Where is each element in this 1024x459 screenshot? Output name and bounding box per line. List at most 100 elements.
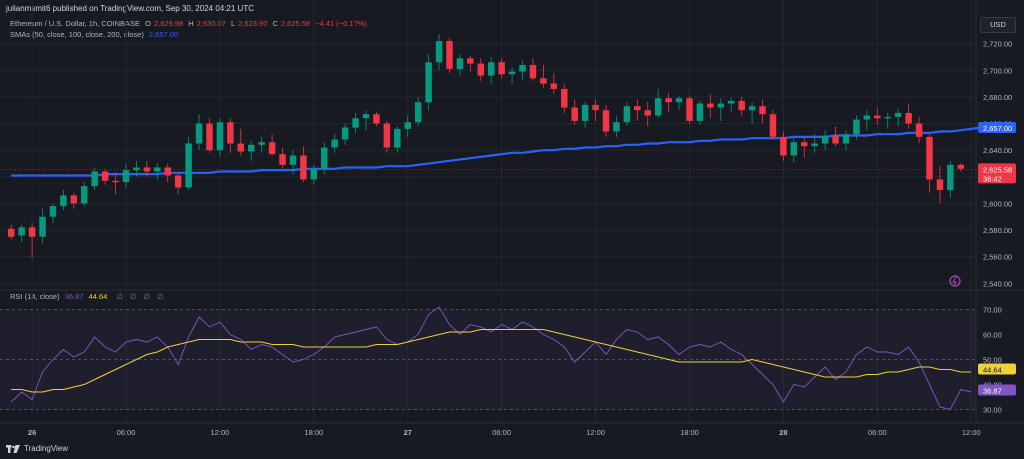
candle-body [341,127,349,140]
time-tick-label: 27 [404,428,412,437]
rsi-ma-badge-text: 44.64 [983,366,1002,375]
candle [571,99,578,125]
candle-body [936,179,944,191]
price-tick-label: 2,540.00 [983,279,1012,288]
candle-body [894,112,902,117]
candle-body [237,143,245,152]
time-tick-label: 12:00 [962,428,981,437]
sma-line [11,126,982,177]
rsi-tick-label: 30.00 [983,406,1002,415]
candle [373,111,380,127]
candle [81,182,88,207]
candle [477,58,485,81]
candle [853,115,860,140]
lightning-icon[interactable] [949,275,961,287]
candle [49,203,57,224]
time-tick-label: 06:00 [868,428,887,437]
candle-body [592,104,599,111]
candle-body [842,134,850,144]
hidden-icon[interactable]: ∅ [130,292,137,301]
candle-body [362,114,370,119]
candle-body [748,106,756,111]
candle [508,67,516,84]
symbol-label: Ethereum / U.S. Dollar, 1h, COINBASE [10,19,141,28]
candle [7,224,15,240]
candle-body [863,115,871,120]
candle [561,83,568,113]
candle-body [477,63,485,76]
candle-body [519,64,526,72]
candle-body [268,142,276,155]
candle-body [456,58,464,69]
candle-body [571,107,578,121]
candle [842,130,850,151]
open-value: 2,629.98 [154,19,184,28]
candle [874,107,881,125]
candle [206,118,213,153]
rsi-label: RSI (14, close) [10,292,60,301]
candle-body [133,167,140,171]
candle [310,164,318,185]
hidden-icon[interactable]: ∅ [116,292,123,301]
sma-price-badge-text: 2,657.00 [983,124,1012,133]
candle-body [780,136,787,156]
candle-body [289,155,297,165]
candle-body [634,106,641,111]
candle [727,96,735,112]
candle-body [383,123,391,148]
candle-body [790,142,798,156]
hidden-icon[interactable]: ∅ [157,292,164,301]
candle [696,100,704,125]
candle [936,166,944,204]
candle [174,172,182,195]
sma-label: SMAs (50, close, 100, close, 200, close) [10,30,144,39]
candle [675,95,683,111]
candle-body [581,104,589,121]
rsi-ma-badge: 44.64 [978,363,1016,375]
candle-body [508,71,516,75]
candle [133,160,140,177]
close-label: C [272,19,278,28]
candle-body [122,170,130,183]
rsi-layer [10,306,972,411]
candle [550,72,558,95]
candle [185,136,192,191]
rsi-ma-line [11,329,972,393]
rsi-visibility-icons[interactable]: ∅ ∅ ∅ ∅ [112,292,166,301]
sma-price-badge-bg [978,122,1016,134]
candle [623,102,631,127]
candle-body [905,112,912,124]
candle-body [321,147,328,169]
candle-body [91,171,98,187]
candle-body [540,78,547,84]
candle [602,104,610,137]
candle-body [143,167,151,172]
candle [748,102,756,124]
candle-body [373,114,380,124]
candle-body [727,100,735,104]
candle-body [529,64,537,79]
candle [613,115,620,137]
price-legend: Ethereum / U.S. Dollar, 1h, COINBASE O 2,… [10,19,370,28]
candle [863,110,871,131]
candle-body [686,98,693,121]
rsi-line [10,306,972,411]
candle [665,92,672,112]
candle-body [884,116,891,119]
candle-body [665,98,672,103]
currency-button[interactable]: USD [980,17,1016,33]
candle-body [717,103,725,108]
candle [425,54,432,111]
time-tick-label: 12:00 [586,428,605,437]
candle [258,136,265,153]
candle [195,114,203,151]
candle [247,140,255,161]
candle-body [206,123,213,151]
time-tick-label: 28 [779,428,787,437]
candle-body [352,118,359,128]
open-label: O [145,19,151,28]
price-tick-label: 2,680.00 [983,93,1012,102]
hidden-icon[interactable]: ∅ [143,292,151,301]
candle [352,112,359,133]
